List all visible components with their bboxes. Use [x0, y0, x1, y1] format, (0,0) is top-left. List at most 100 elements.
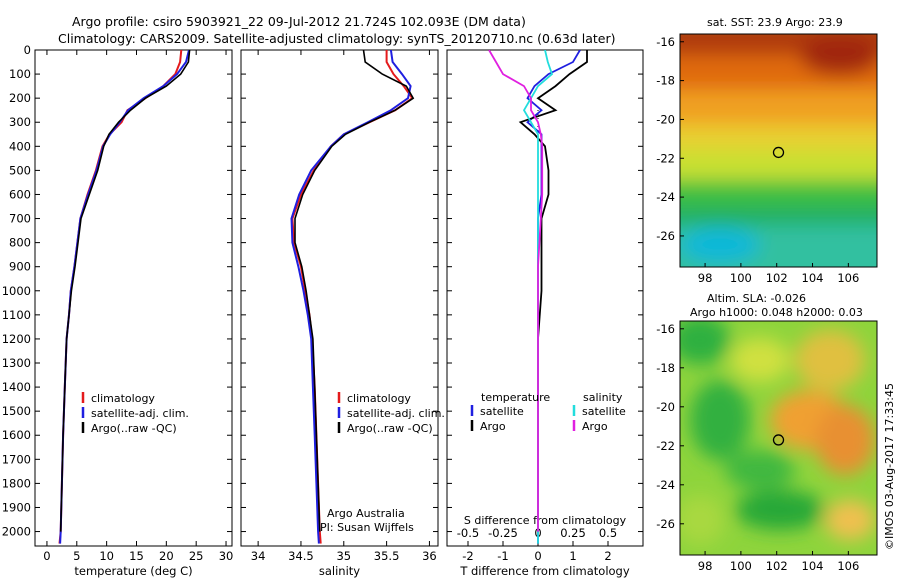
sla-map-title-line1: Altim. SLA: -0.026	[707, 292, 806, 305]
difference-xtick-label: -1	[497, 549, 508, 563]
sst-map-title: sat. SST: 23.9 Argo: 23.9	[707, 16, 843, 29]
temperature-legend-label: climatology	[91, 392, 155, 405]
difference-xlabel-top: S difference from climatology	[464, 514, 627, 527]
difference-legend-title-salinity: salinity	[583, 391, 623, 404]
sst_map-xtick-label: 98	[698, 271, 713, 285]
sla-map-argo-marker	[772, 434, 785, 446]
depth-tick-label: 600	[9, 187, 31, 201]
salinity-annotation-line2: PI: Susan Wijffels	[320, 521, 414, 534]
sla_map-xtick-label: 102	[766, 559, 788, 573]
depth-tick-label: 300	[9, 115, 31, 129]
depth-tick-label: 800	[9, 236, 31, 250]
depth-tick-label: 2000	[2, 525, 31, 539]
depth-tick-label: 1900	[2, 500, 31, 514]
temperature-chart: 0100200300400500600700800900100011001200…	[2, 43, 234, 578]
temperature-xtick-label: 20	[159, 549, 174, 563]
sst_map-xtick-label: 100	[730, 271, 752, 285]
salinity-legend-label: satellite-adj. clim.	[347, 407, 445, 420]
depth-tick-label: 200	[9, 91, 31, 105]
sla_map-ytick-label: -26	[656, 517, 675, 531]
depth-tick-label: 1100	[2, 308, 31, 322]
temperature-xlabel: temperature (deg C)	[74, 564, 192, 578]
difference-salinity-tick-label: 0.5	[599, 526, 617, 540]
difference-frame	[446, 49, 644, 547]
depth-tick-label: 700	[9, 212, 31, 226]
temperature-series-0	[58, 50, 183, 544]
salinity-series-group	[290, 50, 415, 544]
salinity-xtick-label: 35	[336, 549, 351, 563]
depth-tick-label: 0	[24, 43, 31, 57]
sla_map-xtick-label: 106	[837, 559, 859, 573]
difference-legend-title-temperature: temperature	[481, 391, 550, 404]
salinity-frame	[240, 49, 439, 547]
difference-xtick-label: 1	[569, 549, 576, 563]
difference-series-3	[488, 50, 544, 532]
depth-tick-label: 1200	[2, 332, 31, 346]
sst_map-ytick-label: -20	[656, 112, 675, 126]
salinity-legend-label: Argo(..raw -QC)	[347, 422, 433, 435]
sla-map: Altim. SLA: -0.026 Argo h1000: 0.048 h20…	[656, 292, 878, 573]
depth-tick-label: 1600	[2, 428, 31, 442]
side-timestamp-label: ©IMOS 03-Aug-2017 17:33:45	[883, 383, 896, 550]
sst_map-xtick-label: 102	[766, 271, 788, 285]
depth-tick-label: 100	[9, 67, 31, 81]
difference-legend-label: Argo	[480, 420, 506, 433]
temperature-xtick-label: 15	[129, 549, 144, 563]
sla-map-title-line2: Argo h1000: 0.048 h2000: 0.03	[690, 306, 863, 319]
depth-tick-label: 1700	[2, 452, 31, 466]
temperature-series-group	[58, 50, 191, 544]
sla_map-xtick-label: 100	[730, 559, 752, 573]
title-line1: Argo profile: csiro 5903921_22 09-Jul-20…	[72, 14, 526, 29]
difference-salinity-tick-label: 0.25	[560, 526, 586, 540]
temperature-xtick-label: 5	[73, 549, 80, 563]
sla_map-xtick-label: 104	[802, 559, 824, 573]
depth-tick-label: 1000	[2, 284, 31, 298]
sst-map: sat. SST: 23.9 Argo: 23.9 98 100 102 104 106…	[656, 16, 878, 285]
temperature-xtick-label: 30	[219, 549, 234, 563]
temperature-series-1	[59, 50, 190, 544]
salinity-xtick-label: 34	[251, 549, 266, 563]
title-line2: Climatology: CARS2009. Satellite-adjuste…	[58, 31, 615, 46]
sla-map-field	[680, 321, 875, 545]
temperature-xtick-label: 25	[189, 549, 204, 563]
difference-salinity-tick-label: -0.5	[457, 526, 479, 540]
sla_map-ytick-label: -20	[656, 400, 675, 414]
difference-salinity-tick-label: -0.25	[488, 526, 518, 540]
salinity-chart: 34 34.5 35 35.5 36 salinity climatology satelli…	[240, 49, 445, 578]
sst_map-ytick-label: -26	[656, 229, 675, 243]
sst_map-ytick-label: -18	[656, 74, 675, 88]
salinity-series-2	[294, 50, 415, 532]
sla_map-ytick-label: -16	[656, 322, 675, 336]
sla_map-xtick-label: 98	[698, 559, 713, 573]
difference-chart: -2 -1 0 1 2-0.5 -0.25 0 0.25 0.5S difference fro…	[446, 49, 644, 578]
sla_map-ytick-label: -22	[656, 439, 675, 453]
temperature-xtick-label: 0	[43, 549, 50, 563]
sla_map-ytick-label: -24	[656, 478, 675, 492]
temperature-legend-label: satellite-adj. clim.	[91, 407, 189, 420]
sst_map-xtick-label: 104	[802, 271, 824, 285]
difference-legend-label: satellite	[582, 405, 626, 418]
temperature-legend-label: Argo(..raw -QC)	[91, 422, 177, 435]
sst_map-ytick-label: -16	[656, 35, 675, 49]
depth-tick-label: 1800	[2, 476, 31, 490]
difference-series-group	[488, 50, 588, 544]
difference-legend-label: Argo	[582, 420, 608, 433]
depth-tick-label: 500	[9, 163, 31, 177]
difference-xtick-label: -2	[462, 549, 473, 563]
temperature-frame	[34, 49, 233, 547]
depth-tick-label: 1400	[2, 380, 31, 394]
sst_map-ytick-label: -24	[656, 190, 675, 204]
difference-xtick-label: 0	[534, 549, 541, 563]
difference-series-0	[526, 50, 581, 544]
sst-map-field	[680, 34, 877, 267]
difference-legend-label: satellite	[480, 405, 524, 418]
depth-tick-label: 400	[9, 139, 31, 153]
sst-map-argo-marker	[772, 146, 785, 159]
salinity-xtick-label: 34.5	[288, 549, 314, 563]
salinity-series-0	[291, 50, 414, 544]
salinity-annotation-line1: Argo Australia	[327, 507, 405, 520]
salinity-xtick-label: 36	[422, 549, 437, 563]
depth-tick-label: 1500	[2, 404, 31, 418]
sst_map-xtick-label: 106	[837, 271, 859, 285]
